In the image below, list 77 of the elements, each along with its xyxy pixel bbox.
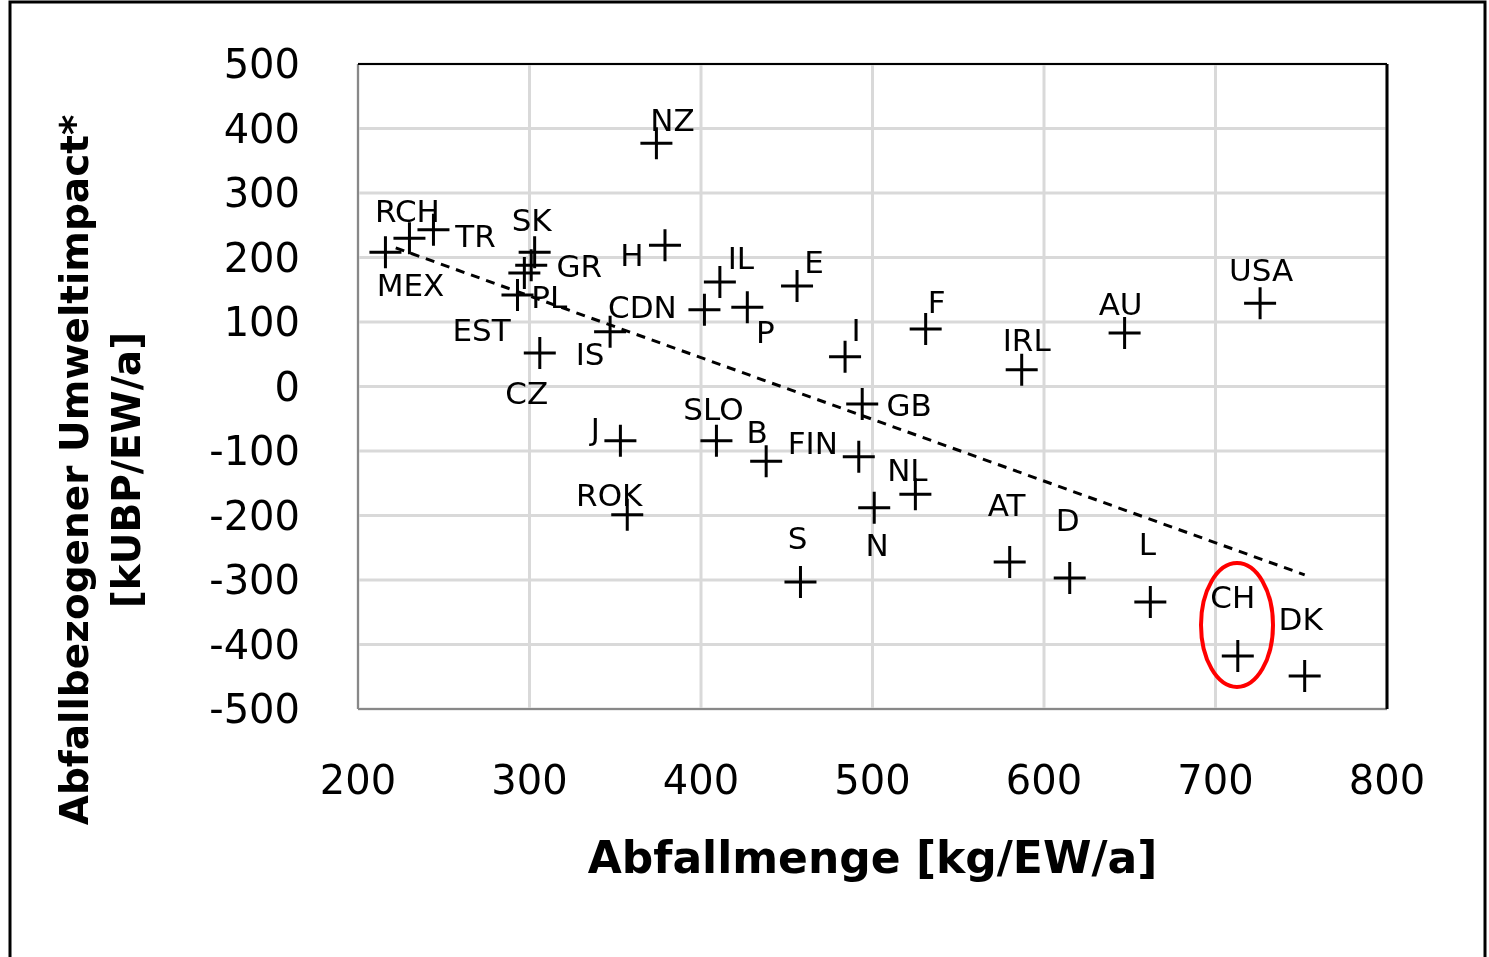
x-tick-label: 300: [491, 757, 568, 803]
point: [648, 229, 681, 262]
y-tick-label: 300: [223, 170, 300, 217]
x-tick-label: 700: [1177, 757, 1254, 803]
point: [1221, 640, 1254, 673]
point: [784, 565, 817, 598]
y-tick-label: -500: [209, 686, 300, 733]
y-tick-label: -100: [209, 428, 300, 475]
annotation: P: [755, 314, 775, 351]
y-tick-label: -200: [209, 492, 300, 539]
annotation: I: [851, 311, 861, 348]
point: [846, 387, 879, 420]
annotation: IRL: [1002, 321, 1052, 358]
point: [909, 313, 942, 346]
annotation: IS: [575, 335, 605, 372]
point: [518, 236, 551, 269]
point: [1053, 562, 1086, 595]
x-tick-label: 400: [662, 757, 740, 803]
point: [688, 293, 721, 326]
point: [523, 336, 556, 369]
point: [829, 340, 862, 373]
annotation: CZ: [505, 375, 549, 412]
point: [1005, 353, 1038, 386]
y-tick-label: 500: [223, 41, 300, 88]
point: [515, 249, 548, 282]
point: [993, 545, 1026, 578]
annotation: B: [746, 414, 768, 451]
point: [1134, 585, 1167, 618]
y-tick-label: 100: [223, 299, 300, 346]
annotation: MEX: [376, 266, 445, 303]
annotation: L: [1138, 526, 1157, 563]
point: [369, 236, 402, 269]
annotation: FIN: [787, 424, 838, 461]
annotation: AT: [987, 487, 1027, 524]
y-tick-label: -400: [209, 621, 300, 668]
annotation: IL: [727, 240, 755, 277]
annotation: CDN: [608, 288, 677, 325]
annotation: E: [804, 244, 824, 281]
point: [1108, 316, 1141, 349]
annotation: SK: [511, 201, 553, 238]
annotation: H: [620, 237, 644, 274]
annotation: J: [588, 410, 600, 447]
annotation: CH: [1210, 579, 1256, 616]
annotation: N: [865, 526, 889, 563]
annotation: DK: [1278, 601, 1324, 638]
x-tick-label: 800: [1348, 757, 1426, 803]
annotation: NL: [887, 452, 929, 489]
y-tick-label: 400: [223, 105, 300, 152]
point: [842, 440, 875, 473]
x-tick-label: 200: [319, 757, 397, 803]
x-axis-title: Abfallmenge [kg/EW/a]: [587, 832, 1158, 883]
annotation: D: [1055, 502, 1080, 539]
x-tick-label: 600: [1005, 757, 1083, 803]
annotation: USA: [1229, 252, 1294, 289]
point: [604, 424, 637, 457]
point: [700, 424, 733, 457]
x-tick-label: 500: [834, 757, 911, 803]
point: [1288, 660, 1321, 693]
y-tick-label: -300: [209, 557, 300, 604]
point: [750, 445, 783, 478]
annotation: S: [787, 520, 808, 557]
y-tick-label: 200: [223, 234, 300, 281]
annotation: EST: [452, 312, 512, 349]
annotation: GR: [556, 248, 602, 285]
annotation: F: [927, 284, 946, 321]
annotation: SLO: [683, 390, 744, 427]
annotation: AU: [1098, 286, 1143, 323]
annotation: ROK: [576, 477, 644, 514]
annotation: NZ: [650, 102, 695, 139]
point: [393, 222, 426, 255]
annotation: TR: [454, 217, 496, 254]
y-axis-title: Abfallbezogener Umweltimpact* [kUBP/EW/a]: [52, 114, 149, 826]
annotation: RCH: [374, 193, 440, 230]
point: [1244, 287, 1277, 320]
y-tick-label: 0: [274, 363, 300, 410]
annotation: GB: [886, 387, 932, 424]
point: [858, 491, 891, 524]
